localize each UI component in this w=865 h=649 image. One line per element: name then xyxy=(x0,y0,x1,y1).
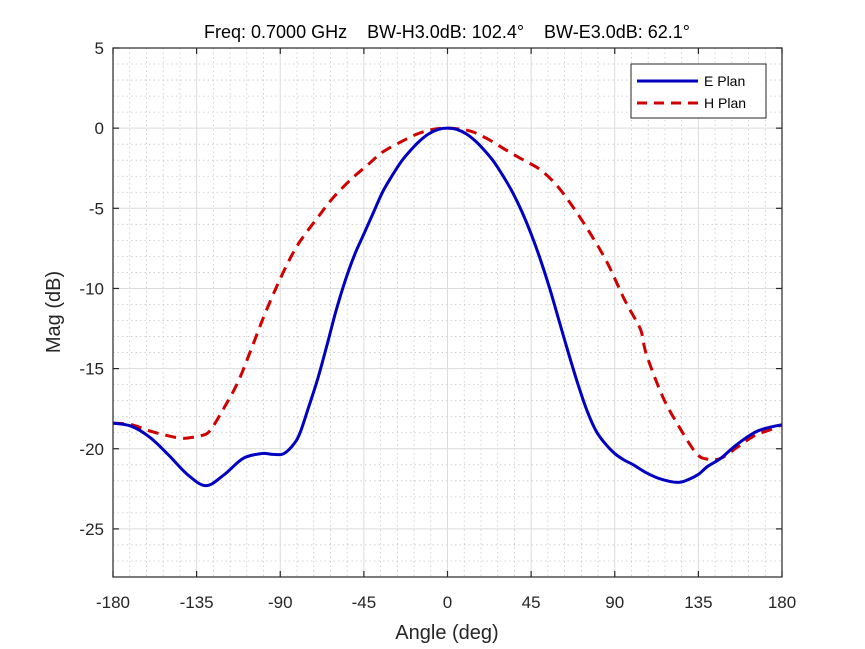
x-axis-title: Angle (deg) xyxy=(395,622,498,644)
y-tick-label: 0 xyxy=(95,119,104,138)
x-tick-label: -45 xyxy=(352,593,377,612)
x-tick-label: -180 xyxy=(96,593,130,612)
y-tick-label: 5 xyxy=(95,39,104,58)
x-tick-label: -90 xyxy=(268,593,293,612)
x-tick-label: 90 xyxy=(605,593,624,612)
series-line-h-plan xyxy=(112,126,783,462)
legend-box xyxy=(630,63,767,119)
x-tick-labels: -180 -135 -90 -45 0 45 90 135 180 xyxy=(96,593,796,612)
y-tick-label: -5 xyxy=(89,199,104,218)
legend-label-h-plan: H Plan xyxy=(704,95,746,111)
y-axis-title: Mag (dB) xyxy=(43,271,65,353)
y-tick-label: -25 xyxy=(79,520,104,539)
x-tick-label: 0 xyxy=(443,593,452,612)
tick-marks xyxy=(112,47,783,577)
x-tick-label: 180 xyxy=(768,593,796,612)
x-tick-label: 135 xyxy=(684,593,712,612)
y-tick-label: -15 xyxy=(79,360,104,379)
y-tick-label: -10 xyxy=(79,279,104,298)
y-tick-label: -20 xyxy=(79,440,104,459)
legend[interactable]: E Plan H Plan xyxy=(630,63,767,119)
series-line-e-plan xyxy=(112,126,783,488)
y-tick-labels: 5 0 -5 -10 -15 -20 -25 xyxy=(79,39,104,539)
legend-label-e-plan: E Plan xyxy=(704,73,745,89)
x-tick-label: -135 xyxy=(180,593,214,612)
chart-title: Freq: 0.7000 GHz BW-H3.0dB: 102.4° BW-E3… xyxy=(204,22,690,42)
x-tick-label: 45 xyxy=(522,593,541,612)
series-layer xyxy=(112,126,783,488)
